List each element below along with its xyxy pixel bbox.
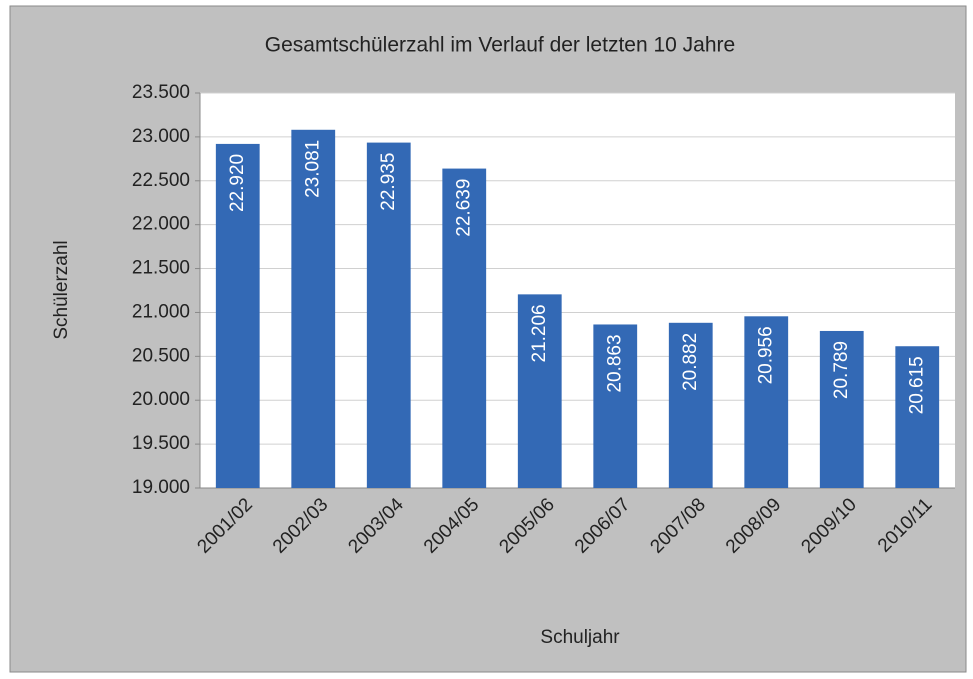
data-label: 20.615 (906, 356, 927, 414)
bar (895, 346, 940, 488)
y-tick-label: 22.500 (132, 170, 190, 191)
data-label: 20.882 (680, 333, 701, 391)
bar (366, 142, 411, 488)
y-axis-title: Schülerzahl (51, 240, 72, 339)
y-tick-label: 22.000 (132, 214, 190, 235)
y-tick-label: 20.000 (132, 389, 190, 410)
data-label: 22.935 (378, 153, 399, 211)
y-tick-label: 21.500 (132, 258, 190, 279)
bar (291, 129, 336, 489)
data-label: 20.956 (755, 326, 776, 384)
y-tick-label: 23.500 (132, 82, 190, 103)
bar (819, 330, 864, 488)
y-tick-label: 23.000 (132, 126, 190, 147)
data-label: 22.920 (227, 154, 248, 212)
bar (215, 143, 260, 488)
data-label: 22.639 (453, 179, 474, 237)
y-tick-label: 20.500 (132, 345, 190, 366)
bar (517, 294, 562, 488)
y-tick-label: 21.000 (132, 301, 190, 322)
bar (442, 168, 487, 488)
data-label: 20.789 (831, 341, 852, 399)
bar (593, 324, 638, 488)
y-tick-label: 19.500 (132, 433, 190, 454)
data-label: 21.206 (529, 304, 550, 362)
bar (668, 322, 713, 488)
chart-title: Gesamtschülerzahl im Verlauf der letzten… (265, 34, 735, 57)
data-label: 20.863 (604, 334, 625, 392)
y-tick-label: 19.000 (132, 477, 190, 498)
data-label: 23.081 (302, 140, 323, 198)
bar (744, 316, 789, 488)
x-axis-title: Schuljahr (540, 627, 620, 648)
